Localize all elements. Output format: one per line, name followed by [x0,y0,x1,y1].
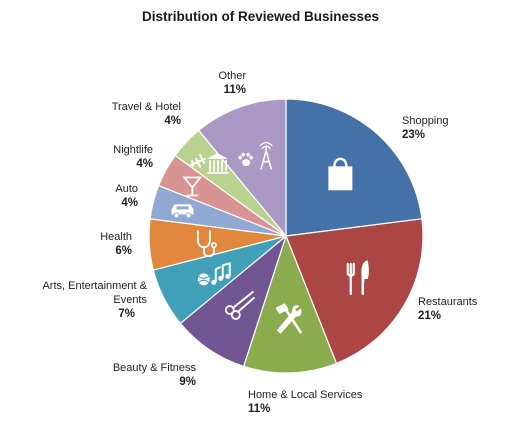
car-icon [171,204,194,219]
slice-percent: 21% [418,310,441,322]
slice-label: Restaurants 21% [418,296,478,322]
scissors-icon [224,290,255,320]
pie-slice-home-local-services [242,234,338,374]
cocktail-icon [182,176,203,197]
pie-slice-other [197,98,287,238]
stethoscope-icon [197,230,217,258]
slice-percent: 7% [118,308,135,320]
slice-label: Travel & Hotel 4% [112,101,181,127]
chart-title: Distribution of Reviewed Businesses [141,9,380,24]
slice-label: Arts, Entertainment & Events 7% [42,280,147,320]
slice-label: Shopping 23% [402,115,449,141]
slice-percent: 4% [164,115,181,127]
slice-label: Other 11% [218,70,246,96]
slice-label: Home & Local Services 11% [248,389,363,415]
hammer-wrench-icon [275,303,302,334]
pie-slice-restaurants [285,218,424,365]
music-ball-icon [197,261,231,286]
slice-label: Health 6% [100,231,132,257]
slice-percent: 6% [115,245,132,257]
slice-percent: 11% [224,84,246,96]
slice-percent: 4% [121,197,138,209]
shopping-bag-icon [328,157,353,191]
slice-label: Nightlife 4% [113,144,153,170]
slice-label: Beauty & Fitness 9% [113,362,197,388]
paw-tower-icon [238,142,273,170]
slice-percent: 23% [402,129,425,141]
pie-slice-shopping [285,98,423,237]
slice-percent: 4% [136,158,153,170]
slice-label: Auto 4% [115,183,138,209]
airplane-hotel-icon [190,152,230,174]
slice-percent: 9% [179,376,196,388]
fork-knife-icon [346,260,369,296]
slice-percent: 11% [248,403,270,415]
